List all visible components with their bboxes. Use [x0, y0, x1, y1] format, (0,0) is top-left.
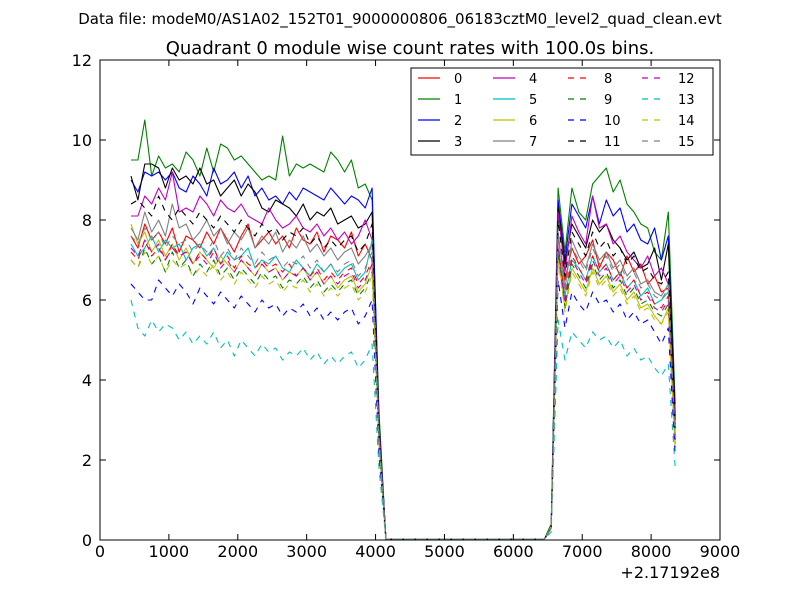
x-tick-label: 2000: [217, 542, 258, 561]
legend-label-1: 1: [454, 93, 462, 108]
x-axis-offset-label: +2.17192e8: [620, 563, 720, 582]
y-tick-label: 6: [82, 291, 92, 310]
legend-label-11: 11: [604, 135, 621, 150]
x-tick-label: 0: [95, 542, 105, 561]
y-tick-label: 4: [82, 371, 92, 390]
series-line-15: [130, 227, 676, 540]
y-tick-label: 8: [82, 211, 92, 230]
legend-box: [410, 67, 714, 156]
series-line-12: [130, 239, 676, 540]
y-tick-label: 10: [72, 131, 92, 150]
legend-label-7: 7: [529, 135, 537, 150]
figure-supertitle: Data file: modeM0/AS1A02_152T01_90000008…: [78, 10, 722, 29]
series-line-13: [130, 299, 676, 540]
x-tick-label: 4000: [355, 542, 396, 561]
plot-area: 0 1000 2000 3000 4000 5000 6000 7000 8000 9000 0 2…: [72, 51, 741, 582]
legend-label-2: 2: [454, 114, 462, 129]
legend-label-8: 8: [604, 72, 612, 87]
legend-label-15: 15: [678, 135, 695, 150]
legend-label-13: 13: [678, 93, 695, 108]
legend-label-14: 14: [678, 114, 695, 129]
legend-label-12: 12: [678, 72, 695, 87]
series-line-14: [130, 251, 676, 540]
legend-label-4: 4: [529, 72, 537, 87]
y-tick-label: 2: [82, 451, 92, 470]
legend-label-9: 9: [604, 93, 612, 108]
x-tick-label: 6000: [493, 542, 534, 561]
legend-label-5: 5: [529, 93, 537, 108]
y-tick-label: 12: [72, 51, 92, 70]
y-tick-label: 0: [82, 531, 92, 550]
series-line-9: [130, 247, 676, 540]
x-axis: 0 1000 2000 3000 4000 5000 6000 7000 8000 9000: [95, 60, 740, 561]
legend-label-10: 10: [604, 114, 621, 129]
x-tick-label: 7000: [562, 542, 603, 561]
legend-label-6: 6: [529, 114, 537, 129]
legend-label-0: 0: [454, 72, 462, 87]
x-tick-label: 8000: [631, 542, 672, 561]
legend-label-3: 3: [454, 135, 462, 150]
series-layer: [130, 119, 676, 540]
series-line-8: [130, 239, 676, 540]
x-tick-label: 5000: [424, 542, 465, 561]
x-tick-label: 9000: [700, 542, 741, 561]
x-tick-label: 1000: [149, 542, 190, 561]
x-tick-label: 3000: [286, 542, 327, 561]
chart-title: Quadrant 0 module wise count rates with …: [166, 38, 655, 59]
series-line-11: [130, 195, 676, 540]
